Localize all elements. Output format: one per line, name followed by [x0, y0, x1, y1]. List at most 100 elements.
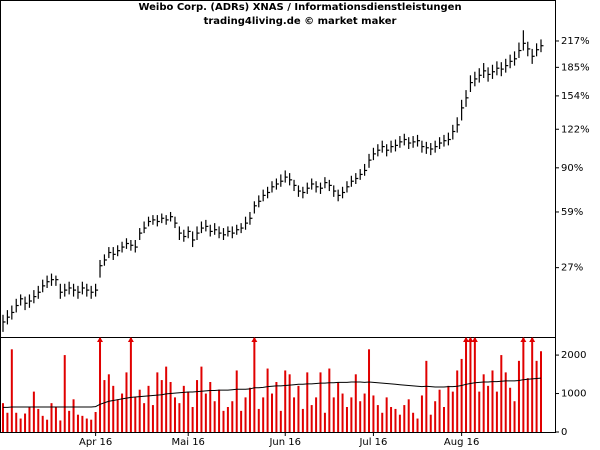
- volume-bar: [438, 389, 441, 432]
- volume-bar: [271, 393, 273, 432]
- volume-bar: [19, 418, 22, 432]
- volume-bar: [460, 358, 463, 432]
- volume-bar: [495, 391, 498, 432]
- y-tick-label: 2000: [561, 350, 586, 361]
- volume-bar: [465, 338, 468, 432]
- volume-bar: [46, 419, 49, 432]
- volume-bar: [169, 382, 172, 432]
- volume-bar: [328, 368, 331, 432]
- volume-bar: [526, 378, 529, 432]
- volume-bar: [451, 391, 454, 432]
- y-tick-label: 122%: [561, 124, 590, 135]
- volume-bar: [121, 393, 124, 432]
- y-tick-label: 27%: [561, 263, 583, 274]
- volume-bar: [129, 338, 132, 432]
- overflow-arrow: [520, 337, 527, 342]
- volume-bar: [81, 415, 84, 432]
- volume-bar: [196, 380, 199, 432]
- volume-bar: [310, 405, 313, 432]
- chart-subtitle: trading4living.de © market maker: [204, 16, 397, 27]
- volume-bar: [103, 380, 106, 432]
- volume-bar: [500, 355, 503, 432]
- volume-bar: [94, 412, 97, 432]
- volume-bar: [513, 401, 516, 432]
- x-tick-label: Jun 16: [268, 437, 301, 448]
- volume-bar: [99, 338, 102, 432]
- volume-bar: [182, 385, 185, 432]
- volume-bar: [116, 399, 119, 432]
- volume-bar: [363, 393, 366, 432]
- volume-bar: [222, 410, 225, 432]
- y-tick-label: 217%: [561, 36, 590, 47]
- y-tick-label: 59%: [561, 207, 583, 218]
- volume-bar: [173, 397, 176, 432]
- volume-bar: [72, 399, 75, 432]
- volume-bar: [345, 407, 348, 432]
- volume-bar: [319, 372, 322, 432]
- volume-bar: [315, 397, 318, 432]
- chart-title: Weibo Corp. (ADRs) XNAS / Informationsdi…: [138, 2, 461, 13]
- volume-bar: [76, 414, 79, 432]
- volume-bar: [504, 372, 507, 432]
- volume-bar: [517, 360, 520, 432]
- volume-bar: [509, 387, 512, 432]
- y-tick-label: 90%: [561, 163, 583, 174]
- volume-bar: [482, 374, 485, 432]
- volume-bar: [200, 366, 203, 432]
- volume-bar: [156, 372, 159, 432]
- volume-bar: [147, 385, 150, 432]
- volume-bar: [10, 349, 13, 432]
- y-tick-label: 0: [561, 427, 567, 438]
- y-tick-label: 185%: [561, 62, 590, 73]
- volume-bar: [209, 382, 212, 432]
- volume-bar: [24, 413, 27, 432]
- volume-bar: [407, 399, 410, 432]
- volume-bar: [359, 401, 362, 432]
- volume-bar: [178, 403, 181, 432]
- volume-bar: [385, 397, 388, 432]
- volume-bar: [332, 397, 335, 432]
- volume-bar: [253, 338, 256, 432]
- volume-bar: [306, 372, 309, 432]
- volume-bar: [323, 412, 326, 432]
- volume-bar: [59, 420, 62, 432]
- volume-bar: [143, 403, 146, 432]
- volume-bar: [456, 370, 459, 432]
- volume-bar: [187, 391, 190, 432]
- volume-bar: [442, 407, 445, 432]
- y-tick-label: 154%: [561, 91, 590, 102]
- volume-bar: [218, 389, 221, 432]
- volume-bar: [398, 414, 401, 432]
- volume-bar: [535, 360, 538, 432]
- volume-bar: [487, 385, 490, 432]
- volume-bar: [473, 338, 476, 432]
- volume-bar: [412, 412, 415, 432]
- volume-bar: [275, 382, 278, 432]
- volume-bar: [191, 407, 194, 432]
- volume-bar: [376, 405, 379, 432]
- volume-bar: [134, 397, 137, 432]
- frame: [0, 0, 556, 433]
- volume-bar: [531, 338, 534, 432]
- volume-bar: [394, 408, 397, 432]
- volume-bar: [390, 407, 393, 432]
- volume-bar: [447, 385, 450, 432]
- overflow-arrow: [251, 337, 258, 342]
- volume-bar: [90, 419, 93, 432]
- volume-average: [3, 377, 542, 408]
- overflow-arrow: [471, 337, 478, 342]
- overflow-arrow: [127, 337, 134, 342]
- volume-bar: [240, 410, 243, 432]
- volume-bar: [41, 415, 44, 432]
- volume-bar: [337, 382, 340, 432]
- volume-bar: [244, 397, 247, 432]
- x-tick-label: Apr 16: [79, 437, 112, 448]
- volume-bar: [213, 401, 216, 432]
- volume-bar: [368, 349, 371, 432]
- volume-bar: [50, 403, 53, 432]
- overflow-arrow: [529, 337, 536, 342]
- volume-bar: [354, 374, 357, 432]
- volume-bar: [381, 412, 384, 432]
